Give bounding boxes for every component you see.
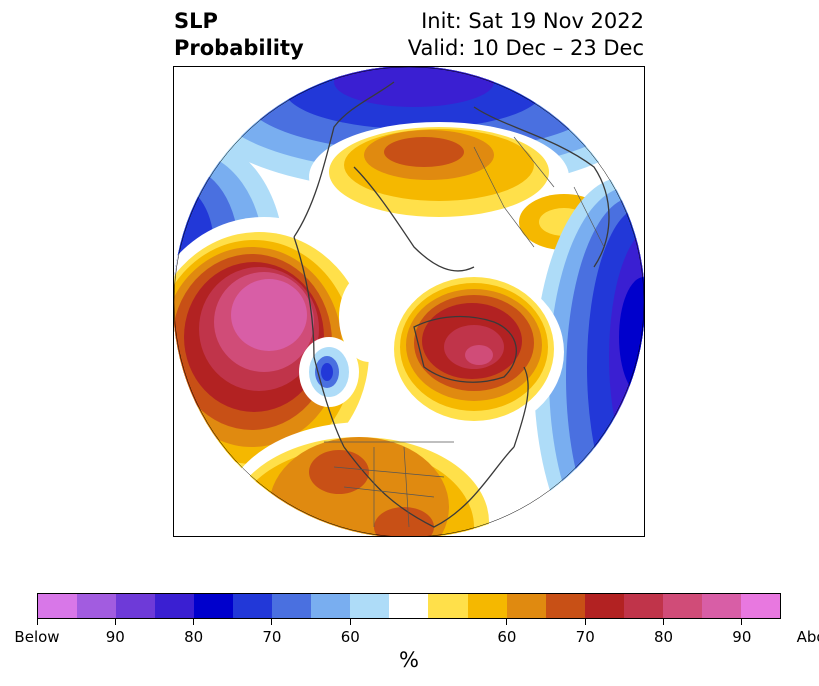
init-date-label: Init: Sat 19 Nov 2022 [421, 9, 644, 33]
borders [324, 136, 605, 528]
map-panel [173, 66, 645, 537]
valid-range-label: Valid: 10 Dec – 23 Dec [407, 36, 644, 60]
title: SLP Probability [174, 8, 304, 62]
colorbar-segment [506, 594, 546, 618]
title-line-1: SLP [174, 9, 218, 33]
colorbar-segment [116, 594, 156, 618]
colorbar-tick-label: 60 [340, 628, 360, 646]
colorbar-segment [623, 594, 663, 618]
colorbar-tick [271, 619, 273, 625]
us-high-contours [224, 422, 504, 536]
colorbar-tick-label: 80 [184, 628, 204, 646]
colorbar-segment [545, 594, 585, 618]
colorbar-segment [77, 594, 117, 618]
colorbar-segment [740, 594, 780, 618]
polar-map [174, 67, 644, 536]
pacific-high-contours [174, 217, 384, 472]
colorbar-segment [389, 594, 429, 618]
colorbar-tick [193, 619, 195, 625]
colorbar-tick-label: 90 [105, 628, 125, 646]
title-line-2: Probability [174, 36, 304, 60]
colorbar-segment [194, 594, 234, 618]
colorbar-tick-label: 90 [732, 628, 752, 646]
colorbar-tick [36, 619, 38, 625]
colorbar-tick-label: Below [14, 628, 60, 646]
colorbar-segment [428, 594, 468, 618]
colorbar-segment [272, 594, 312, 618]
greenland-high-contours [384, 272, 564, 432]
colorbar-segment [467, 594, 507, 618]
colorbar [37, 593, 781, 619]
colorbar-tick-label: Above [796, 628, 819, 646]
forecast-dates: Init: Sat 19 Nov 2022 Valid: 10 Dec – 23… [408, 8, 644, 62]
colorbar-tick [741, 619, 743, 625]
colorbar-segment [38, 594, 78, 618]
colorbar-segment [233, 594, 273, 618]
colorbar-tick-label: 70 [262, 628, 282, 646]
colorbar-tick [114, 619, 116, 625]
europe-high-contours [309, 122, 609, 250]
colorbar-segment [662, 594, 702, 618]
colorbar-segment [155, 594, 195, 618]
colorbar-tick-label: 60 [497, 628, 517, 646]
colorbar-segment [701, 594, 741, 618]
colorbar-tick [349, 619, 351, 625]
colorbar-tick [584, 619, 586, 625]
colorbar-unit-label: % [399, 648, 419, 672]
colorbar-tick-label: 70 [575, 628, 595, 646]
colorbar-tick [663, 619, 665, 625]
colorbar-segment [350, 594, 390, 618]
colorbar-tick-label: 80 [653, 628, 674, 646]
colorbar-tick [506, 619, 508, 625]
colorbar-segment [584, 594, 624, 618]
colorbar-segment [311, 594, 351, 618]
